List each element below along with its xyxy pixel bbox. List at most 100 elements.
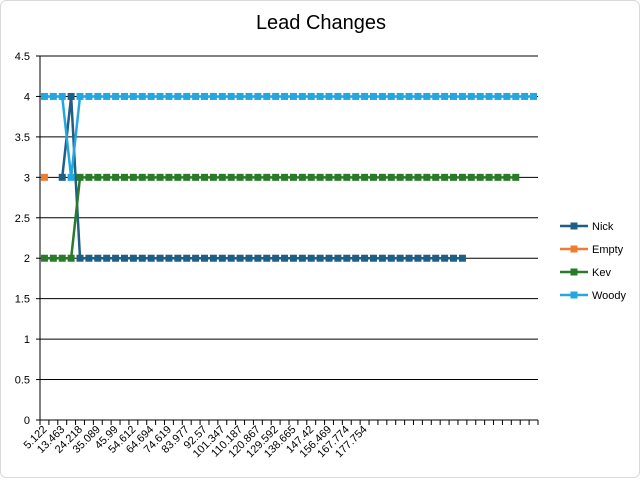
data-point-kev [272, 173, 280, 181]
data-point-woody [441, 92, 449, 100]
data-point-woody [183, 92, 191, 100]
data-point-kev [183, 173, 191, 181]
data-point-woody [485, 92, 493, 100]
legend-label: Woody [592, 290, 627, 302]
data-point-woody [156, 92, 164, 100]
data-point-woody [245, 92, 253, 100]
data-point-nick [369, 254, 377, 262]
x-tick-labels: 5.12213.46324.21835.08945.9954.61264.694… [22, 424, 370, 461]
legend-label: Nick [592, 221, 614, 233]
data-point-nick [441, 254, 449, 262]
data-point-nick [334, 254, 342, 262]
data-point-woody [378, 92, 386, 100]
data-point-nick [103, 254, 111, 262]
data-point-woody [138, 92, 146, 100]
data-point-nick [289, 254, 297, 262]
data-point-kev [138, 173, 146, 181]
data-point-nick [120, 254, 128, 262]
data-point-woody [209, 92, 217, 100]
legend-entry-kev: Kev [560, 267, 611, 279]
data-point-kev [94, 173, 102, 181]
data-point-nick [174, 254, 182, 262]
data-point-woody [40, 92, 48, 100]
data-point-woody [289, 92, 297, 100]
y-tick-label: 1.5 [15, 294, 30, 306]
data-point-woody [49, 92, 57, 100]
data-point-kev [227, 173, 235, 181]
data-point-nick [423, 254, 431, 262]
data-point-kev [423, 173, 431, 181]
data-point-woody [369, 92, 377, 100]
data-point-kev [458, 173, 466, 181]
data-point-nick [361, 254, 369, 262]
data-point-nick [432, 254, 440, 262]
legend-swatch-marker [570, 245, 578, 253]
data-point-kev [76, 173, 84, 181]
series-line-nick [60, 96, 463, 260]
data-point-nick [112, 254, 120, 262]
data-point-kev [307, 173, 315, 181]
data-point-nick [201, 254, 209, 262]
data-point-nick [405, 254, 413, 262]
data-point-woody [316, 92, 324, 100]
data-point-nick [414, 254, 422, 262]
y-tick-label: 2 [24, 253, 30, 265]
data-point-kev [485, 173, 493, 181]
data-point-woody [450, 92, 458, 100]
data-point-nick [227, 254, 235, 262]
data-point-nick [129, 254, 137, 262]
legend-entry-nick: Nick [560, 221, 614, 233]
data-point-kev [298, 173, 306, 181]
data-point-nick [138, 254, 146, 262]
data-point-nick [147, 254, 155, 262]
data-point-kev [174, 173, 182, 181]
data-point-woody [352, 92, 360, 100]
data-point-woody [387, 92, 395, 100]
data-point-woody [396, 92, 404, 100]
legend-label: Kev [592, 267, 611, 279]
data-point-woody [67, 173, 75, 181]
data-point-woody [192, 92, 200, 100]
data-point-kev [85, 173, 93, 181]
legend-swatch-marker [570, 291, 578, 299]
data-point-kev [450, 173, 458, 181]
y-tick-label: 3 [24, 172, 30, 184]
data-point-woody [432, 92, 440, 100]
data-point-nick [76, 254, 84, 262]
data-point-woody [263, 92, 271, 100]
data-point-woody [530, 92, 538, 100]
legend-swatch-marker [570, 268, 578, 276]
data-point-woody [76, 92, 84, 100]
data-point-kev [512, 173, 520, 181]
data-point-nick [396, 254, 404, 262]
data-point-nick [281, 254, 289, 262]
axes [36, 55, 539, 425]
data-point-woody [94, 92, 102, 100]
data-point-nick [458, 254, 466, 262]
y-tick-label: 1 [24, 334, 30, 346]
gridlines [40, 55, 538, 381]
chart-title: Lead Changes [255, 12, 387, 34]
data-point-nick [165, 254, 173, 262]
data-point-woody [120, 92, 128, 100]
data-point-nick [343, 254, 351, 262]
data-point-woody [236, 92, 244, 100]
data-point-nick [236, 254, 244, 262]
data-point-kev [494, 173, 502, 181]
y-tick-label: 2.5 [15, 213, 30, 225]
data-point-nick [272, 254, 280, 262]
legend-label: Empty [592, 244, 624, 256]
data-point-nick [378, 254, 386, 262]
data-point-nick [94, 254, 102, 262]
data-point-nick [450, 254, 458, 262]
data-point-kev [467, 173, 475, 181]
data-point-woody [325, 92, 333, 100]
data-point-kev [396, 173, 404, 181]
data-point-kev [67, 254, 75, 262]
data-point-woody [512, 92, 520, 100]
data-point-woody [201, 92, 209, 100]
data-point-kev [476, 173, 484, 181]
data-point-woody [174, 92, 182, 100]
data-point-nick [263, 254, 271, 262]
